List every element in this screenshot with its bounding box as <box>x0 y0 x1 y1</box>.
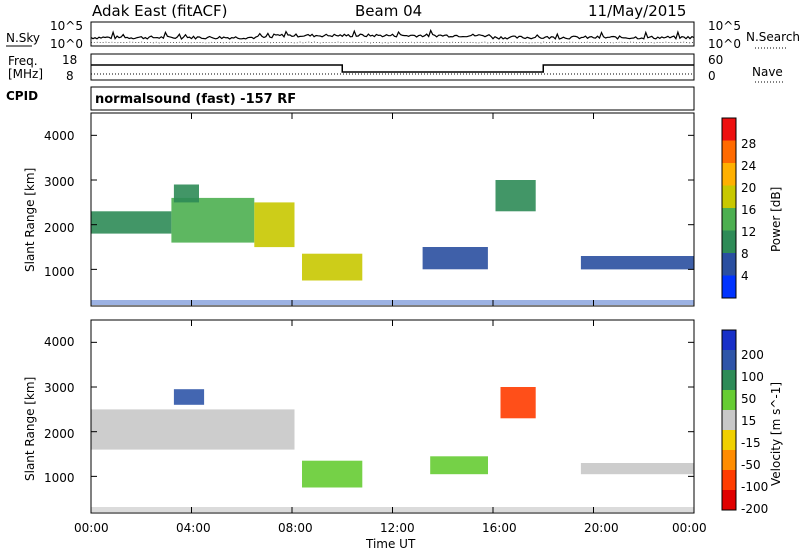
x-tick: 12:00 <box>380 521 415 535</box>
velocity-cbar-tick: 15 <box>741 414 757 428</box>
colorbar-frame <box>721 117 737 299</box>
station-title: Adak East (fitACF) <box>92 2 228 20</box>
power-region <box>254 202 295 248</box>
freq-frame <box>90 53 695 81</box>
velocity-region <box>580 463 694 475</box>
freq-tick-bottom: 8 <box>66 69 74 83</box>
cpid-frame <box>90 86 695 111</box>
freq-trace <box>91 64 694 73</box>
power-ytick: 4000 <box>44 129 75 143</box>
colorbar-segment <box>722 140 736 164</box>
nave-tick-top: 60 <box>708 53 724 67</box>
colorbar-segment <box>722 410 736 431</box>
freq-label-2: [MHz] <box>8 67 44 81</box>
velocity-region <box>91 409 295 450</box>
power-ytick: 3000 <box>44 175 75 189</box>
x-tick: 00:00 <box>74 521 109 535</box>
colorbar-segment <box>722 330 736 351</box>
nsky-trace <box>90 28 695 40</box>
colorbar-segment <box>722 470 736 491</box>
nave-label: Nave <box>752 65 783 79</box>
velocity-cbar-tick: -100 <box>741 480 769 494</box>
colorbar-segment <box>722 118 736 141</box>
velocity-region <box>302 460 363 488</box>
colorbar-segment <box>722 370 736 391</box>
nave-tick-bottom: 0 <box>708 69 716 83</box>
velocity-cbar-tick: 200 <box>741 348 764 362</box>
power-region <box>173 184 199 203</box>
power-cbar-tick: 20 <box>741 181 757 195</box>
x-tick: 16:00 <box>482 521 517 535</box>
x-axis-label: Time UT <box>366 537 416 551</box>
nsky-label: N.Sky <box>6 31 41 45</box>
colorbar-segment <box>722 490 736 511</box>
velocity-cbar-tick: -15 <box>741 436 761 450</box>
colorbar-frame <box>721 329 737 511</box>
velocity-ytick: 3000 <box>44 381 75 395</box>
velocity-region <box>500 387 536 419</box>
cpid-label: CPID <box>6 89 39 103</box>
x-tick: 20:00 <box>584 521 619 535</box>
nsearch-tick-top: 10^5 <box>708 19 741 33</box>
nsky-tick-bottom: 10^0 <box>50 37 83 51</box>
nsearch-tick-bottom: 10^0 <box>708 37 741 51</box>
power-cbar-tick: 8 <box>741 247 749 261</box>
colorbar-segment <box>722 163 736 186</box>
date-title: 11/May/2015 <box>588 2 687 20</box>
x-tick: 00:00 <box>672 521 707 535</box>
freq-tick-top: 18 <box>62 53 78 67</box>
power-cbar-tick: 16 <box>741 203 757 217</box>
colorbar-segment <box>722 208 736 231</box>
velocity-region <box>173 389 205 405</box>
power-region <box>495 180 536 212</box>
power-cbar-tick: 12 <box>741 225 757 239</box>
power-region <box>171 197 255 243</box>
cpid-text: normalsound (fast) -157 RF <box>95 92 297 107</box>
beam-title: Beam 04 <box>355 2 423 20</box>
nsearch-label: N.Search <box>746 30 800 44</box>
nsky-frame <box>90 21 695 47</box>
power-region <box>580 256 694 270</box>
x-tick: 04:00 <box>176 521 211 535</box>
velocity-cbar-tick: -50 <box>741 458 761 472</box>
velocity-ytick: 2000 <box>44 427 75 441</box>
velocity-cbar-tick: 100 <box>741 370 764 384</box>
velocity-ytick: 4000 <box>44 335 75 349</box>
power-region <box>91 211 172 234</box>
power-cbar-tick: 24 <box>741 159 757 173</box>
power-region <box>422 247 488 270</box>
colorbar-segment <box>722 230 736 254</box>
colorbar-segment <box>722 390 736 411</box>
velocity-region <box>430 456 488 475</box>
x-tick: 08:00 <box>278 521 313 535</box>
velocity-ytick: 1000 <box>44 471 75 485</box>
colorbar-segment <box>722 450 736 471</box>
freq-label-1: Freq. <box>8 54 38 68</box>
power-region <box>302 253 363 281</box>
colorbar-segment <box>722 430 736 451</box>
velocity-cbar-tick: 50 <box>741 392 757 406</box>
power-cbar-tick: 28 <box>741 137 757 151</box>
power-cbar-tick: 4 <box>741 269 749 283</box>
colorbar-segment <box>722 253 736 276</box>
nsky-tick-top: 10^5 <box>50 19 83 33</box>
colorbar-segment <box>722 275 736 299</box>
power-ytick: 1000 <box>44 265 75 279</box>
nsearch-trace <box>90 41 695 44</box>
colorbar-segment <box>722 185 736 209</box>
power-ytick: 2000 <box>44 221 75 235</box>
velocity-cbar-tick: -200 <box>741 502 769 516</box>
colorbar-segment <box>722 350 736 371</box>
